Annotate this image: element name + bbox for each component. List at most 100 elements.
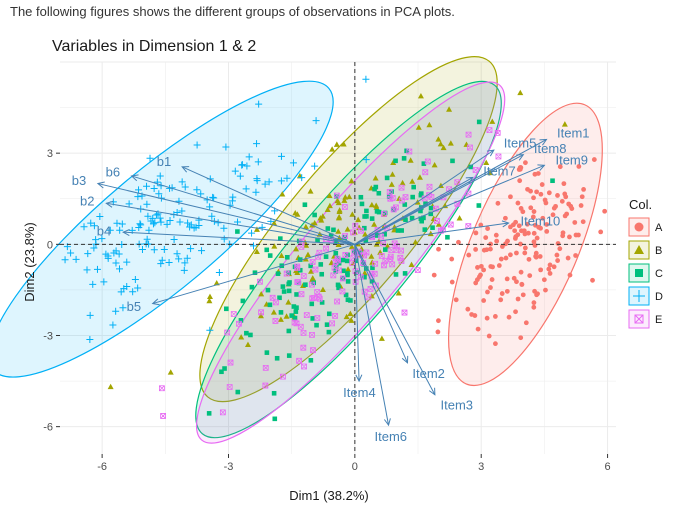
point-b bbox=[435, 221, 442, 227]
point-a bbox=[486, 333, 492, 339]
axis-ticks: -6 -3 0 3 6 -6 -3 0 3 bbox=[43, 148, 610, 473]
point-e bbox=[378, 253, 385, 259]
point-c bbox=[278, 236, 283, 241]
point-e bbox=[309, 259, 316, 265]
vector-label: b6 bbox=[106, 164, 120, 179]
point-d bbox=[236, 172, 244, 180]
point-a bbox=[516, 223, 522, 229]
point-e bbox=[312, 266, 319, 273]
x-tick-label: -3 bbox=[224, 461, 234, 473]
point-b bbox=[372, 175, 379, 181]
point-c bbox=[359, 201, 365, 207]
point-c bbox=[265, 287, 271, 293]
point-c bbox=[244, 330, 249, 336]
point-c bbox=[428, 205, 434, 211]
vector-arrow bbox=[354, 222, 509, 245]
point-e bbox=[378, 233, 385, 240]
point-e bbox=[272, 299, 279, 306]
point-e bbox=[314, 289, 321, 295]
point-c bbox=[430, 225, 435, 230]
point-e bbox=[422, 169, 429, 176]
point-e bbox=[323, 245, 329, 252]
point-d bbox=[156, 214, 164, 222]
point-a bbox=[478, 263, 484, 269]
point-d bbox=[72, 255, 80, 263]
point-a bbox=[506, 314, 512, 320]
vector-label: b3 bbox=[72, 173, 86, 188]
point-c bbox=[302, 202, 308, 208]
point-d bbox=[243, 162, 251, 170]
point-a bbox=[526, 256, 532, 262]
vector-arrow bbox=[354, 177, 474, 245]
point-a bbox=[481, 247, 487, 253]
point-a bbox=[456, 239, 461, 245]
point-d bbox=[158, 256, 166, 264]
point-a bbox=[532, 171, 538, 177]
point-e bbox=[262, 364, 269, 371]
point-c bbox=[445, 234, 450, 240]
point-d bbox=[253, 175, 261, 183]
point-e bbox=[358, 227, 364, 234]
point-d bbox=[150, 246, 158, 254]
point-c bbox=[372, 186, 377, 192]
point-a bbox=[469, 312, 475, 317]
point-d bbox=[135, 224, 143, 232]
point-d bbox=[160, 246, 168, 254]
vector-arrowhead bbox=[151, 298, 160, 306]
y-tick-label: -3 bbox=[43, 330, 53, 342]
point-b bbox=[348, 317, 355, 323]
figure-caption: The following figures shows the differen… bbox=[10, 4, 455, 19]
point-d bbox=[80, 223, 88, 231]
point-c bbox=[418, 191, 424, 196]
point-e bbox=[300, 273, 307, 280]
point-a bbox=[466, 252, 472, 258]
point-d bbox=[90, 222, 98, 230]
point-c bbox=[286, 288, 292, 294]
point-d bbox=[222, 143, 230, 151]
point-e bbox=[339, 288, 346, 295]
point-a bbox=[485, 289, 490, 295]
vector-label: Item9 bbox=[555, 153, 588, 168]
point-c bbox=[348, 298, 353, 303]
point-e bbox=[280, 373, 286, 380]
point-c bbox=[382, 231, 387, 237]
point-d bbox=[155, 190, 163, 198]
vector-arrowhead bbox=[516, 154, 525, 161]
legend-label-a: A bbox=[655, 222, 663, 234]
point-c bbox=[333, 250, 339, 256]
point-e bbox=[236, 320, 242, 327]
point-b bbox=[395, 290, 402, 296]
point-e bbox=[367, 285, 374, 292]
point-c bbox=[364, 214, 369, 219]
x-axis-label: Dim1 (38.2%) bbox=[289, 488, 368, 503]
point-b bbox=[409, 178, 416, 184]
point-d bbox=[143, 200, 151, 208]
vector-label: b1 bbox=[157, 154, 171, 169]
point-e bbox=[392, 204, 399, 211]
point-d bbox=[209, 193, 217, 201]
point-d bbox=[61, 256, 69, 264]
point-e bbox=[330, 272, 337, 279]
point-b bbox=[356, 224, 363, 231]
vector-arrowhead bbox=[383, 418, 391, 427]
point-b bbox=[107, 383, 114, 390]
point-a bbox=[553, 203, 558, 209]
point-a bbox=[508, 252, 513, 258]
point-c bbox=[418, 208, 423, 214]
point-b bbox=[368, 201, 375, 208]
point-c bbox=[289, 313, 295, 318]
point-c bbox=[240, 298, 246, 304]
point-e bbox=[372, 260, 379, 267]
point-c bbox=[401, 156, 407, 161]
point-a bbox=[538, 191, 544, 197]
vector-arrowhead bbox=[465, 176, 474, 184]
vector-label: Item7 bbox=[483, 164, 516, 179]
point-a bbox=[602, 208, 608, 214]
point-d bbox=[245, 153, 253, 161]
point-c bbox=[222, 366, 227, 371]
point-e bbox=[294, 265, 301, 271]
point-e bbox=[298, 291, 305, 298]
point-d bbox=[143, 235, 151, 243]
point-c bbox=[275, 271, 281, 276]
